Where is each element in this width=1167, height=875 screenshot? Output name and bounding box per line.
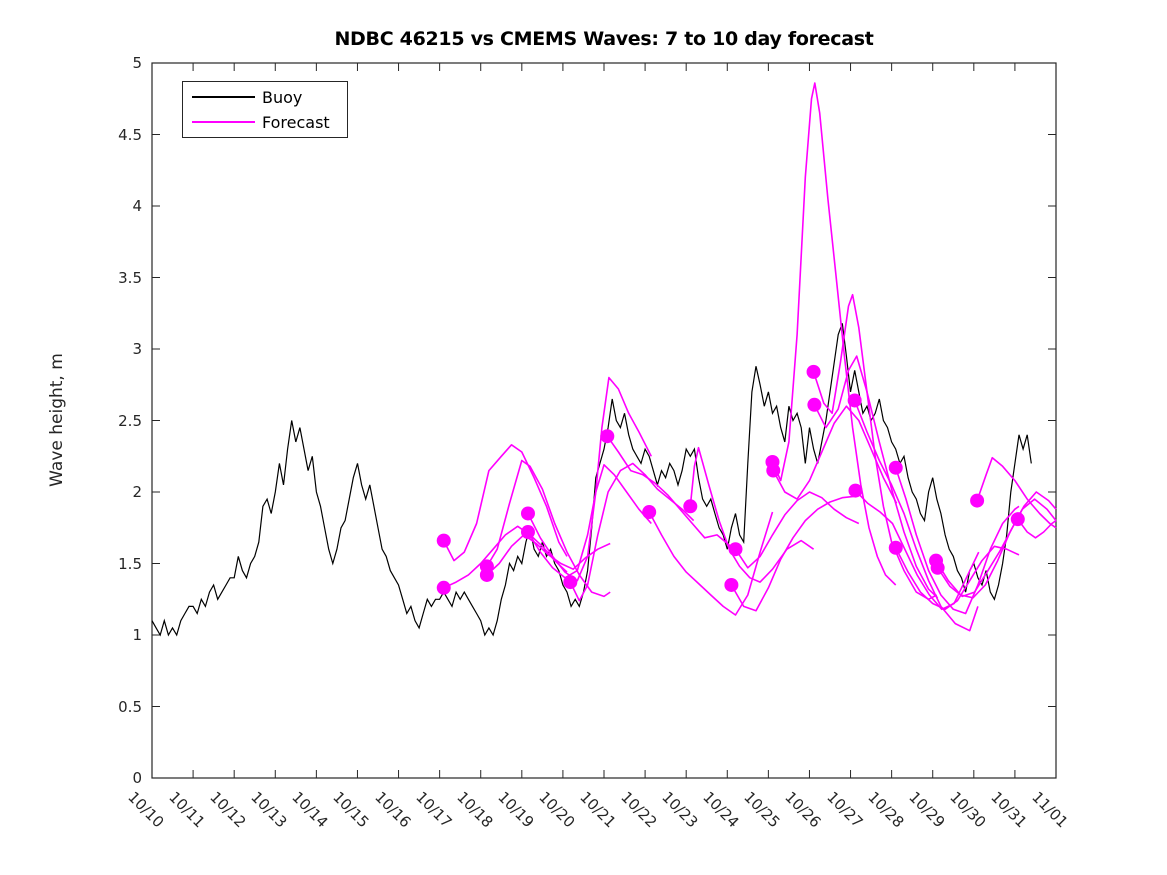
forecast-start-marker: [807, 397, 822, 412]
y-tick-label: 2.5: [118, 411, 142, 430]
y-tick-label: 0.5: [118, 697, 142, 716]
forecast-start-marker: [970, 493, 985, 508]
forecast-run-line: [689, 446, 815, 583]
forecast-run-line: [443, 525, 568, 589]
forecast-run-line: [894, 545, 1020, 611]
forecast-run-line: [894, 467, 1020, 615]
legend: Buoy Forecast: [182, 81, 348, 138]
forecast-run-line: [734, 491, 860, 569]
forecast-start-marker: [930, 560, 945, 575]
forecast-start-marker: [563, 575, 578, 590]
forecast-run-line: [730, 495, 855, 612]
forecast-start-marker: [436, 533, 451, 548]
forecast-run-line: [527, 463, 652, 579]
forecast-run-line: [854, 490, 980, 611]
forecast-run-line: [606, 435, 732, 547]
y-tick-label: 0: [132, 769, 142, 787]
y-tick-label: 1: [132, 626, 142, 644]
forecast-start-marker: [888, 460, 903, 475]
forecast-run-line: [976, 456, 1057, 529]
forecast-run-line: [853, 400, 979, 632]
legend-label-buoy: Buoy: [262, 87, 303, 107]
forecast-run-line: [935, 498, 1057, 599]
forecast-run-line: [937, 491, 1057, 598]
forecast-run-line: [813, 355, 939, 599]
forecast-start-marker: [888, 540, 903, 555]
y-tick-label: 4.5: [118, 125, 142, 144]
forecast-start-marker: [724, 577, 739, 592]
forecast-run-line: [772, 405, 898, 504]
y-tick-label: 5: [132, 54, 142, 72]
forecast-run-line: [442, 443, 568, 562]
forecast-start-marker: [600, 429, 615, 444]
forecast-run-line: [771, 82, 897, 586]
forecast-start-marker: [728, 542, 743, 557]
forecast-run-line: [1017, 518, 1057, 539]
legend-label-forecast: Forecast: [262, 112, 330, 132]
y-tick-label: 2: [132, 483, 142, 501]
y-tick-label: 4: [132, 197, 142, 215]
forecast-start-marker: [520, 506, 535, 521]
forecast-start-marker: [683, 499, 698, 514]
forecast-start-marker: [1010, 512, 1025, 527]
forecast-start-marker: [520, 525, 535, 540]
forecast-start-marker: [848, 483, 863, 498]
buoy-line-swatch: [192, 96, 255, 98]
chart-title: NDBC 46215 vs CMEMS Waves: 7 to 10 day f…: [334, 28, 874, 50]
y-tick-label: 1.5: [118, 554, 142, 573]
forecast-run-line: [486, 534, 611, 576]
forecast-run-line: [486, 459, 611, 598]
forecast-run-line: [648, 511, 774, 616]
legend-item-buoy: Buoy: [192, 87, 347, 107]
forecast-start-marker: [436, 580, 451, 595]
legend-item-forecast: Forecast: [192, 112, 347, 132]
forecast-start-marker: [806, 364, 821, 379]
forecast-start-marker: [847, 393, 862, 408]
forecast-start-marker: [642, 505, 657, 520]
y-tick-label: 3: [132, 340, 142, 358]
forecast-start-marker: [479, 567, 494, 582]
y-tick-label: 3.5: [118, 268, 142, 287]
forecast-start-marker: [766, 463, 781, 478]
forecast-line-swatch: [192, 121, 255, 123]
